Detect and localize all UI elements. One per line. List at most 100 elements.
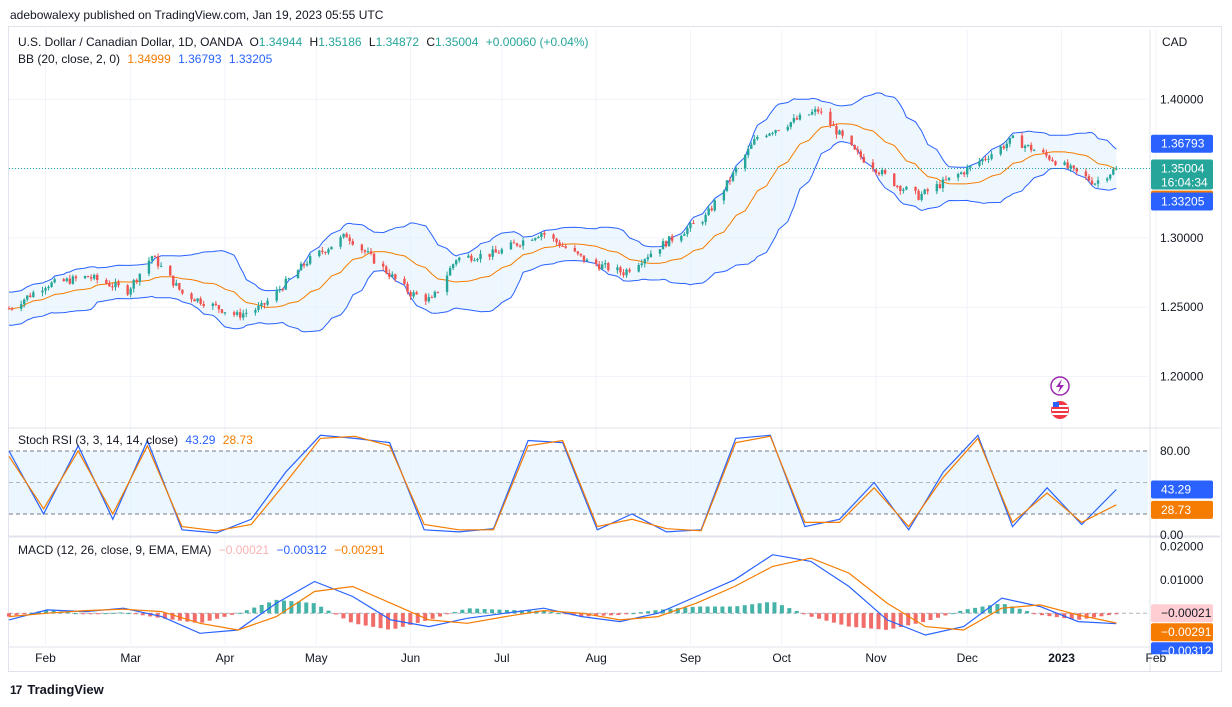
candle-body: [649, 253, 653, 258]
bb-upper-badge-bg: [1151, 134, 1213, 153]
bb-upper-badge-text: 1.36793: [1161, 137, 1205, 151]
stoch-k-value: 43.29: [185, 433, 215, 447]
macd-hist-bar: [928, 613, 933, 621]
macd-hist-bar: [356, 613, 361, 625]
candle-body: [296, 270, 300, 279]
macd-value: −0.00312: [276, 543, 327, 557]
macd-hist-bar: [883, 613, 888, 630]
candle-body: [704, 214, 707, 223]
candle-body: [1026, 144, 1030, 146]
candle-body: [111, 286, 114, 288]
candle-body: [683, 234, 686, 236]
time-tick-label: Oct: [772, 651, 791, 665]
macd-hist-bar: [921, 613, 926, 623]
candle-body: [7, 308, 11, 310]
us-flag-icon[interactable]: [1051, 401, 1069, 419]
candle-body: [497, 252, 500, 254]
candle-body: [366, 251, 370, 253]
candle-body: [491, 249, 494, 257]
candle-body: [348, 237, 351, 241]
candle-body: [117, 282, 120, 286]
candle-body: [287, 278, 291, 280]
price-axis[interactable]: 1.200001.250001.300001.350001.400000.008…: [1160, 92, 1204, 586]
macd-hist-bar: [341, 613, 346, 619]
footer-brand[interactable]: TradingView: [27, 682, 104, 697]
candle-body: [710, 208, 713, 211]
candle-body: [862, 156, 866, 163]
candle-body: [722, 190, 726, 201]
macd-hist-bar: [185, 613, 190, 622]
macd-hist-bar: [73, 613, 78, 615]
open-value: 1.34944: [259, 35, 303, 49]
candle-body: [448, 268, 452, 276]
candle-body: [944, 179, 948, 181]
macd-hist-bar: [244, 610, 249, 614]
candle-body: [899, 186, 902, 191]
candle-body: [199, 298, 202, 304]
macd-hist-bar: [549, 612, 554, 614]
candle-body: [734, 168, 738, 173]
bollinger-bands: [8, 92, 1117, 333]
bb-legend: BB (20, close, 2, 0) 1.34999 1.36793 1.3…: [18, 52, 273, 66]
candle-body: [318, 250, 321, 257]
candle-body: [1008, 137, 1012, 144]
macd-hist-bar: [118, 612, 123, 614]
candle-body: [512, 242, 516, 244]
macd-hist-bar: [1040, 613, 1045, 616]
candle-body: [743, 155, 747, 169]
candle-body: [1109, 174, 1112, 179]
chart-frame: [8, 26, 1222, 672]
candles: [7, 106, 1118, 321]
macd-hist-bar: [802, 613, 807, 615]
macd-hist-bar: [779, 605, 784, 614]
candle-body: [488, 253, 491, 257]
time-axis[interactable]: Feb Mar Apr May Jun Jul Aug Sep Oct Nov Dec 2023 Feb: [35, 651, 1166, 665]
tradingview-logo-icon[interactable]: 17: [10, 682, 22, 697]
candle-body: [351, 240, 354, 245]
candle-body: [829, 111, 832, 126]
low-label: L: [369, 35, 376, 49]
macd-hist-bar: [281, 600, 286, 614]
macd-hist-bar: [1069, 613, 1074, 620]
stoch-d-badge-bg: [1151, 500, 1213, 519]
time-tick-label: May: [305, 651, 328, 665]
macd-hist-bar: [333, 613, 338, 615]
macd-hist-bar: [423, 613, 428, 621]
macd-hist-bar: [891, 613, 896, 629]
lightning-icon[interactable]: [1050, 376, 1070, 396]
macd-hist-bar: [252, 607, 257, 614]
macd-hist-bar: [958, 610, 963, 614]
candle-body: [339, 237, 342, 247]
macd-hist-bar: [594, 613, 599, 616]
macd-tick-label: 0.02000: [1160, 539, 1204, 553]
candle-body: [242, 313, 245, 318]
footer: 17 TradingView: [10, 682, 104, 697]
candle-body: [23, 299, 26, 305]
macd-hist-bar: [861, 613, 866, 628]
candle-body: [1011, 135, 1015, 138]
candle-body: [211, 303, 215, 307]
macd-hist-bar: [125, 612, 130, 614]
candle-body: [403, 278, 406, 284]
candle-body: [44, 288, 47, 291]
candle-body: [409, 291, 412, 297]
macd-hist-bar: [21, 613, 26, 615]
macd-hist-bar: [683, 607, 688, 614]
candle-body: [1093, 183, 1097, 185]
candle-body: [1045, 152, 1048, 156]
candle-body: [108, 283, 111, 287]
macd-hist-bar: [452, 611, 457, 614]
candle-body: [664, 241, 668, 247]
candle-body: [786, 126, 789, 131]
macd-hist-bar: [81, 613, 86, 615]
candle-body: [616, 267, 619, 271]
candle-body: [92, 275, 96, 279]
candle-body: [552, 234, 555, 239]
candle-body: [926, 189, 929, 192]
candle-body: [86, 276, 90, 278]
macd-hist-bar: [207, 613, 212, 621]
candle-body: [923, 189, 926, 194]
macd-hist-bar: [817, 613, 822, 619]
macd-hist-bar: [192, 613, 197, 623]
